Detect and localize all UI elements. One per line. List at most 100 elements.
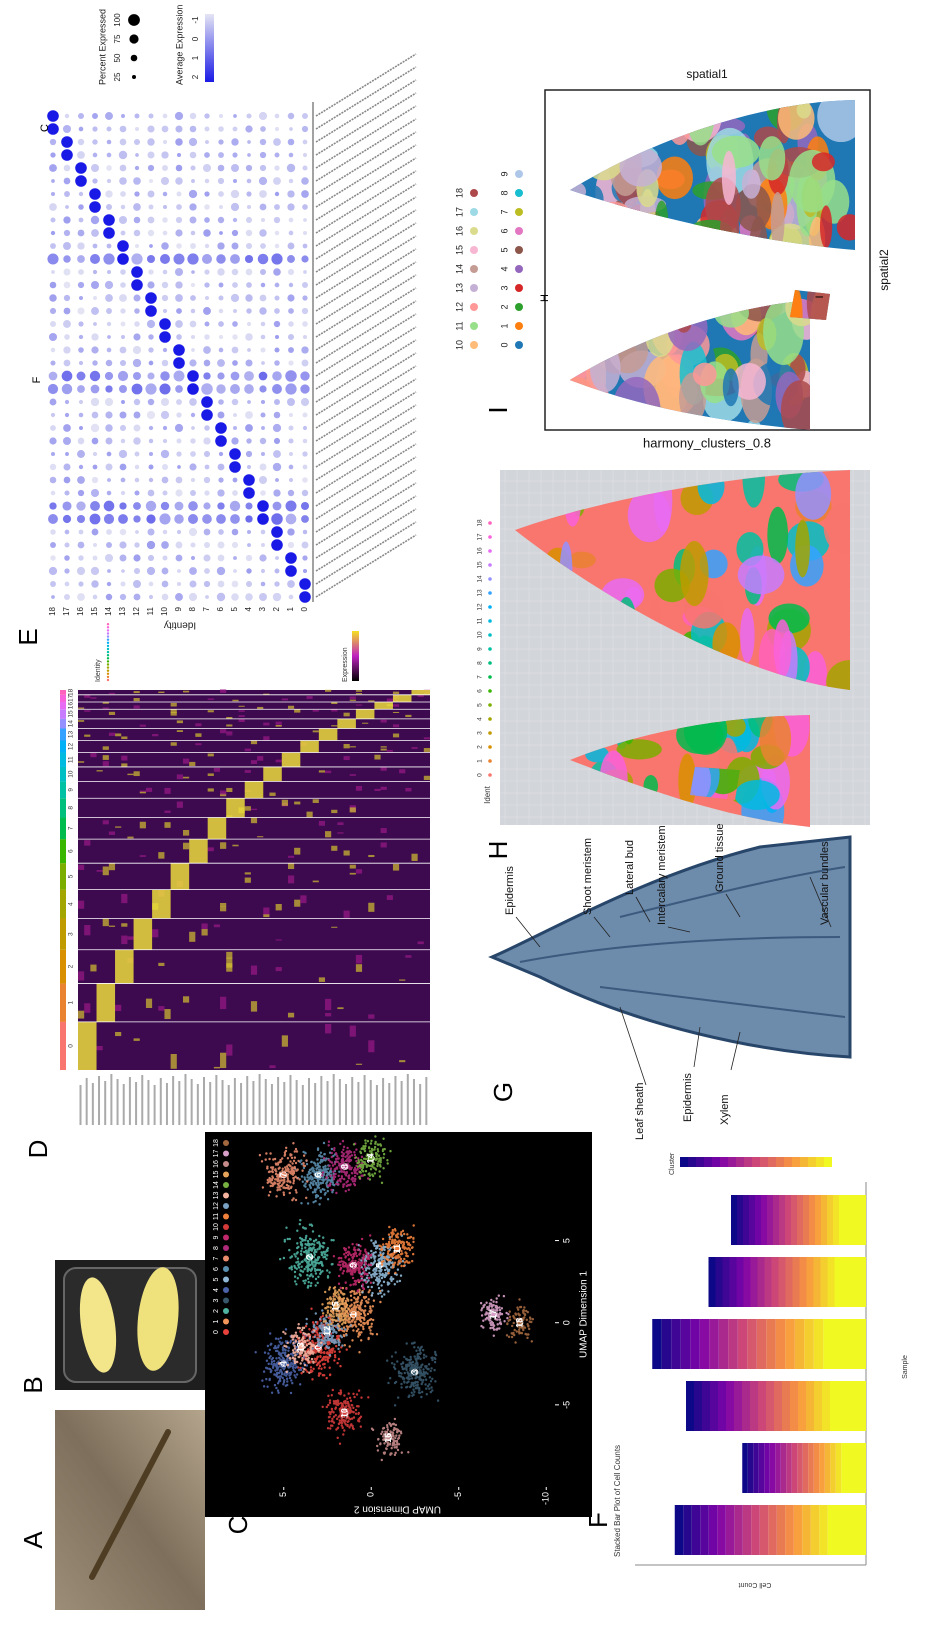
dot-plot-dot — [107, 335, 111, 339]
dot-plot-dot — [145, 305, 157, 317]
dot-plot-dot — [233, 569, 237, 573]
bar-segment — [791, 1443, 798, 1493]
dot-plot-dot — [133, 333, 141, 341]
gene-label — [122, 1084, 125, 1125]
dot-plot-dot — [103, 500, 115, 512]
bar-segment — [774, 1381, 782, 1431]
heatmap-marker-rows — [281, 752, 301, 767]
heatmap-speckle — [201, 923, 208, 930]
dot-plot-dot — [105, 112, 113, 120]
umap-cluster-label: 11 — [392, 1244, 402, 1254]
dot-plot-identity: 10 — [160, 606, 169, 615]
spatial-legend-swatch — [470, 227, 478, 235]
spatial-legend-label: 0 — [499, 342, 509, 347]
dot-plot-dot — [134, 243, 140, 249]
heatmap-speckle — [287, 863, 295, 870]
dot-plot-dot — [217, 216, 225, 224]
heatmap-speckle — [90, 752, 97, 758]
gene-label — [315, 430, 417, 494]
dot-plot-dot — [133, 216, 141, 224]
dot-plot-dot — [91, 229, 99, 237]
dot-plot-legend-title: Average Expression — [174, 5, 184, 85]
tissue-region — [741, 169, 761, 199]
spatial-legend-label: 2 — [477, 745, 484, 749]
dot-plot-dot — [49, 437, 57, 445]
dot-plot-dot — [91, 437, 99, 445]
gene-label — [315, 508, 417, 572]
dot-plot-dot — [92, 360, 98, 366]
dot-plot-dot — [203, 450, 211, 458]
dot-plot-dot — [106, 490, 112, 496]
bar-segment — [749, 1195, 755, 1245]
heatmap-block — [78, 1021, 430, 1070]
dot-plot-dot — [91, 346, 99, 354]
dot-plot-dot — [259, 593, 267, 601]
dot-plot-dot — [232, 152, 238, 158]
dot-plot-dot — [133, 398, 141, 406]
bar-segment — [734, 1505, 743, 1555]
dot-plot-dot — [303, 270, 307, 274]
bar-segment — [768, 1505, 777, 1555]
dot-plot-dot — [189, 203, 197, 211]
dot-plot-dot — [271, 539, 283, 551]
gene-label — [315, 365, 417, 429]
dot-plot-dot — [106, 308, 112, 314]
dot-plot-dot — [119, 125, 127, 133]
dot-plot-dot — [176, 399, 182, 405]
heatmap-speckle — [121, 763, 128, 767]
heatmap-speckle — [220, 842, 227, 849]
dot-plot-dot — [148, 594, 154, 600]
dot-plot-dot — [175, 281, 183, 289]
heatmap-legend-swatch — [106, 629, 110, 632]
gene-label — [315, 183, 417, 247]
dot-plot-dot — [287, 294, 295, 302]
dot-plot-dot — [275, 556, 279, 560]
heatmap-legend-swatch — [106, 678, 110, 682]
dot-plot-dot — [260, 243, 266, 249]
dot-plot-dot — [287, 528, 295, 536]
annotation-leader — [515, 916, 541, 948]
spatial-legend-swatch — [515, 208, 523, 216]
dot-plot-dot — [203, 359, 211, 367]
dot-plot-dot — [288, 360, 294, 366]
dot-plot-dot — [119, 138, 127, 146]
dot-plot-dot — [134, 542, 140, 548]
legend-swatch — [223, 1318, 229, 1325]
gene-label — [315, 534, 417, 598]
dot-plot-dot — [105, 463, 113, 471]
heatmap-speckle — [176, 801, 183, 808]
dot-plot-dot — [78, 321, 84, 327]
bar-segment — [717, 1505, 726, 1555]
dot-plot-dot — [245, 515, 253, 523]
dot-plot-dot — [288, 178, 294, 184]
dot-plot-dot — [259, 164, 267, 172]
dot-plot-dot — [105, 294, 113, 302]
heatmap-speckle — [325, 998, 332, 1011]
heatmap-speckle — [399, 979, 406, 981]
dot-plot-dot — [233, 114, 237, 118]
heatmap-legend-swatch — [106, 623, 110, 626]
dot-plot-dot — [287, 242, 295, 250]
dot-plot-dot — [106, 165, 112, 171]
dot-plot-dot — [287, 190, 295, 198]
dot-plot-dot — [189, 359, 197, 367]
dot-plot-dot — [301, 489, 309, 497]
heatmap-speckle — [84, 840, 91, 846]
heatmap-marker-rows — [392, 694, 412, 703]
spatial-legend-swatch — [470, 303, 478, 311]
legend-label: 16 — [213, 1160, 220, 1168]
tissue-region — [770, 191, 785, 250]
heatmap-legend-swatch — [106, 666, 110, 669]
dot-plot-dot — [229, 500, 241, 512]
dot-plot-dot — [148, 269, 154, 275]
spatial-legend-swatch — [488, 549, 492, 553]
dot-plot-dot — [216, 384, 226, 394]
gene-label — [315, 235, 417, 299]
dot-plot-dot — [201, 396, 213, 408]
dot-plot-dot — [246, 308, 252, 314]
dot-plot-dot — [90, 566, 100, 576]
bar-panel-legend-swatch — [824, 1157, 832, 1167]
heatmap-speckle — [158, 691, 165, 694]
dot-plot-dot — [260, 282, 266, 288]
dot-plot-dot — [218, 152, 224, 158]
